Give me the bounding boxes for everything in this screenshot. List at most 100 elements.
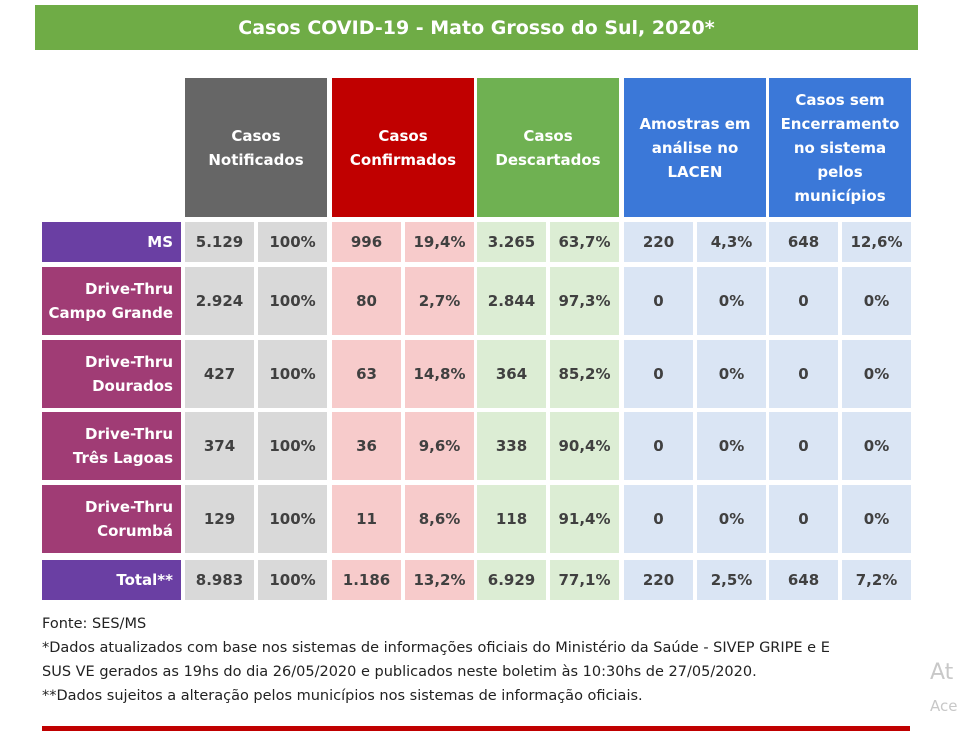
table-cell: 0% bbox=[697, 340, 766, 408]
table-cell: 77,1% bbox=[550, 560, 619, 600]
table-cell: 0 bbox=[769, 340, 838, 408]
header-text: Amostras em bbox=[639, 114, 751, 133]
row-label: Drive-Thru Campo Grande bbox=[42, 267, 181, 335]
row-label-text: Drive-Thru bbox=[85, 498, 173, 516]
table-cell: 0% bbox=[842, 412, 911, 480]
table-cell: 0% bbox=[697, 412, 766, 480]
table-cell: 0 bbox=[624, 340, 693, 408]
table-cell: 996 bbox=[332, 222, 401, 262]
table-cell: 364 bbox=[477, 340, 546, 408]
table-cell: 0 bbox=[769, 267, 838, 335]
row-label-text: Drive-Thru bbox=[85, 425, 173, 443]
header-text: análise no bbox=[651, 138, 739, 157]
table-cell: 0% bbox=[842, 267, 911, 335]
table-cell: 0% bbox=[842, 340, 911, 408]
header-text: Confirmados bbox=[349, 150, 457, 169]
table-cell: 100% bbox=[258, 412, 327, 480]
header-text: Casos bbox=[523, 126, 573, 145]
table-cell: 36 bbox=[332, 412, 401, 480]
table-cell: 7,2% bbox=[842, 560, 911, 600]
watermark: Ace bbox=[930, 697, 958, 715]
header-text: Casos bbox=[231, 126, 281, 145]
table-cell: 0 bbox=[769, 485, 838, 553]
table-cell: 0 bbox=[769, 412, 838, 480]
table-cell: 100% bbox=[258, 222, 327, 262]
table-cell: 9,6% bbox=[405, 412, 474, 480]
title: Casos COVID-19 - Mato Grosso do Sul, 202… bbox=[238, 16, 715, 39]
table-cell: 2,5% bbox=[697, 560, 766, 600]
table-cell: 8.983 bbox=[185, 560, 254, 600]
table-cell: 90,4% bbox=[550, 412, 619, 480]
table-cell: 91,4% bbox=[550, 485, 619, 553]
table-cell: 0 bbox=[624, 485, 693, 553]
table-cell: 100% bbox=[258, 485, 327, 553]
row-label: Total** bbox=[42, 560, 181, 600]
table-cell: 80 bbox=[332, 267, 401, 335]
table-cell: 2.844 bbox=[477, 267, 546, 335]
row-label: Drive-Thru Dourados bbox=[42, 340, 181, 408]
column-header: Casos Descartados bbox=[477, 78, 619, 217]
row-label-text: Drive-Thru bbox=[85, 280, 173, 298]
table-cell: 648 bbox=[769, 222, 838, 262]
table-cell: 14,8% bbox=[405, 340, 474, 408]
footnote-line: *Dados atualizados com base nos sistemas… bbox=[42, 640, 830, 656]
header-text: Encerramento bbox=[780, 114, 900, 133]
table-cell: 8,6% bbox=[405, 485, 474, 553]
column-header: Casos Confirmados bbox=[332, 78, 474, 217]
table-cell: 19,4% bbox=[405, 222, 474, 262]
header-text: pelos bbox=[817, 162, 863, 181]
header-text: LACEN bbox=[667, 162, 723, 181]
header-text: Descartados bbox=[495, 150, 601, 169]
table-cell: 0% bbox=[842, 485, 911, 553]
table-cell: 5.129 bbox=[185, 222, 254, 262]
table-cell: 0 bbox=[624, 412, 693, 480]
footnote-line: SUS VE gerados as 19hs do dia 26/05/2020… bbox=[42, 664, 757, 680]
header-text: municípios bbox=[794, 186, 886, 205]
table-cell: 100% bbox=[258, 560, 327, 600]
table-cell: 100% bbox=[258, 267, 327, 335]
table-cell: 0 bbox=[624, 267, 693, 335]
table-cell: 220 bbox=[624, 222, 693, 262]
table-cell: 3.265 bbox=[477, 222, 546, 262]
watermark: At bbox=[930, 659, 954, 685]
column-header: Casos sem Encerramento no sistema pelos muni… bbox=[769, 78, 911, 217]
row-label-text: Três Lagoas bbox=[72, 449, 173, 467]
row-label: Drive-Thru Corumbá bbox=[42, 485, 181, 553]
table-cell: 6.929 bbox=[477, 560, 546, 600]
header-text: no sistema bbox=[793, 138, 887, 157]
title-bar: Casos COVID-19 - Mato Grosso do Sul, 202… bbox=[35, 5, 918, 50]
row-label-text: Drive-Thru bbox=[85, 353, 173, 371]
header-text: Casos bbox=[378, 126, 428, 145]
table-cell: 63,7% bbox=[550, 222, 619, 262]
row-label-text: Dourados bbox=[92, 377, 173, 395]
row-label-text: Campo Grande bbox=[48, 304, 173, 322]
table-cell: 129 bbox=[185, 485, 254, 553]
column-header: Casos Notificados bbox=[185, 78, 327, 217]
table-cell: 4,3% bbox=[697, 222, 766, 262]
bottom-rule bbox=[42, 726, 910, 731]
table-cell: 12,6% bbox=[842, 222, 911, 262]
table-cell: 63 bbox=[332, 340, 401, 408]
footnote: *Dados atualizados com base nos sistemas… bbox=[42, 636, 922, 684]
row-label-text: MS bbox=[147, 233, 173, 251]
footnote-line: Fonte: SES/MS bbox=[42, 616, 147, 632]
header-text: Notificados bbox=[208, 150, 304, 169]
footnote: Fonte: SES/MS bbox=[42, 612, 922, 636]
table-cell: 2.924 bbox=[185, 267, 254, 335]
table-cell: 220 bbox=[624, 560, 693, 600]
column-header: Amostras em análise no LACEN bbox=[624, 78, 766, 217]
table-cell: 0% bbox=[697, 485, 766, 553]
table-cell: 2,7% bbox=[405, 267, 474, 335]
row-label: MS bbox=[42, 222, 181, 262]
table-cell: 11 bbox=[332, 485, 401, 553]
footnote-line: **Dados sujeitos a alteração pelos munic… bbox=[42, 688, 643, 704]
table-cell: 427 bbox=[185, 340, 254, 408]
table-cell: 0% bbox=[697, 267, 766, 335]
table-cell: 1.186 bbox=[332, 560, 401, 600]
table-cell: 85,2% bbox=[550, 340, 619, 408]
table-cell: 13,2% bbox=[405, 560, 474, 600]
table-cell: 648 bbox=[769, 560, 838, 600]
header-text: Casos sem bbox=[795, 90, 885, 109]
row-label: Drive-Thru Três Lagoas bbox=[42, 412, 181, 480]
row-label-text: Corumbá bbox=[97, 522, 173, 540]
